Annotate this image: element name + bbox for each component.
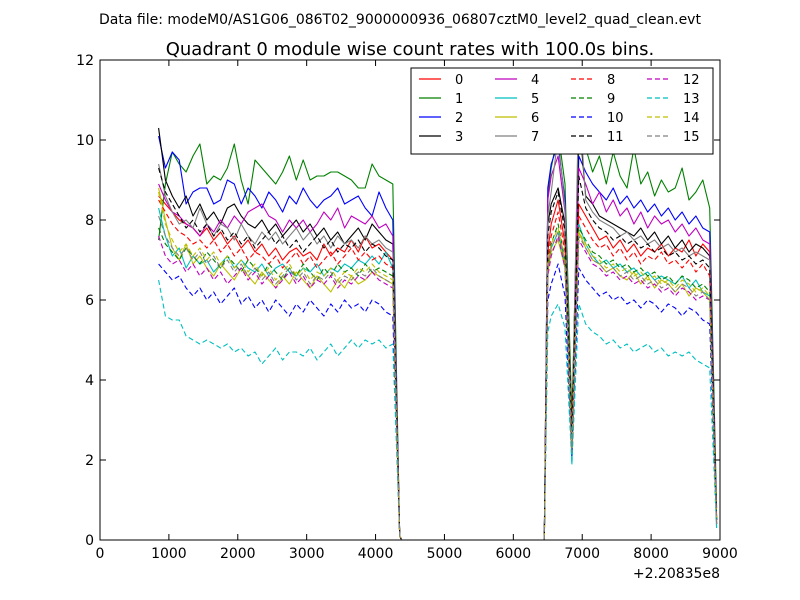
y-tick-label: 4 xyxy=(85,373,94,389)
y-tick-label: 0 xyxy=(85,533,94,549)
legend-label-5: 5 xyxy=(531,92,539,107)
y-tick-label: 6 xyxy=(85,293,94,309)
x-tick-label: 3000 xyxy=(289,546,325,562)
x-tick-label: 5000 xyxy=(427,546,463,562)
legend-label-11: 11 xyxy=(607,130,624,145)
series-line-11 xyxy=(158,167,718,541)
x-offset-label: +2.20835e8 xyxy=(633,566,720,582)
x-tick-label: 7000 xyxy=(564,546,600,562)
x-tick-label: 9000 xyxy=(702,546,738,562)
legend-label-0: 0 xyxy=(455,73,463,88)
x-tick-label: 0 xyxy=(96,546,105,562)
plot-frame xyxy=(99,59,721,541)
y-tick-label: 8 xyxy=(85,213,94,229)
legend-label-7: 7 xyxy=(531,130,539,145)
x-tick-label: 2000 xyxy=(220,546,256,562)
legend-box xyxy=(410,67,714,155)
legend-label-6: 6 xyxy=(531,111,539,126)
y-tick-label: 10 xyxy=(76,133,94,149)
x-tick-label: 8000 xyxy=(633,546,669,562)
x-tick-label: 6000 xyxy=(496,546,532,562)
legend-label-14: 14 xyxy=(683,111,700,126)
legend-label-15: 15 xyxy=(683,130,700,145)
legend-label-13: 13 xyxy=(683,92,700,107)
axis-layer: 0 1000 2000 3000 4000 5000 6000 7000 8000 9000 0 2 4… xyxy=(76,53,738,562)
chart-title: Quadrant 0 module wise count rates with … xyxy=(166,39,655,60)
legend-label-1: 1 xyxy=(455,92,463,107)
chart-suptitle: Data file: modeM0/AS1G06_086T02_90000009… xyxy=(99,12,701,28)
legend-label-8: 8 xyxy=(607,73,615,88)
legend-label-2: 2 xyxy=(455,111,463,126)
legend-label-3: 3 xyxy=(455,130,463,145)
y-tick-label: 2 xyxy=(85,453,94,469)
legend-label-9: 9 xyxy=(607,92,615,107)
series-line-8 xyxy=(158,199,718,541)
legend-label-12: 12 xyxy=(683,73,700,88)
legend-label-10: 10 xyxy=(607,111,624,126)
x-tick-label: 1000 xyxy=(151,546,187,562)
y-tick-label: 12 xyxy=(76,53,94,69)
legend-label-4: 4 xyxy=(531,73,539,88)
x-tick-label: 4000 xyxy=(358,546,394,562)
series-line-15 xyxy=(158,215,718,541)
